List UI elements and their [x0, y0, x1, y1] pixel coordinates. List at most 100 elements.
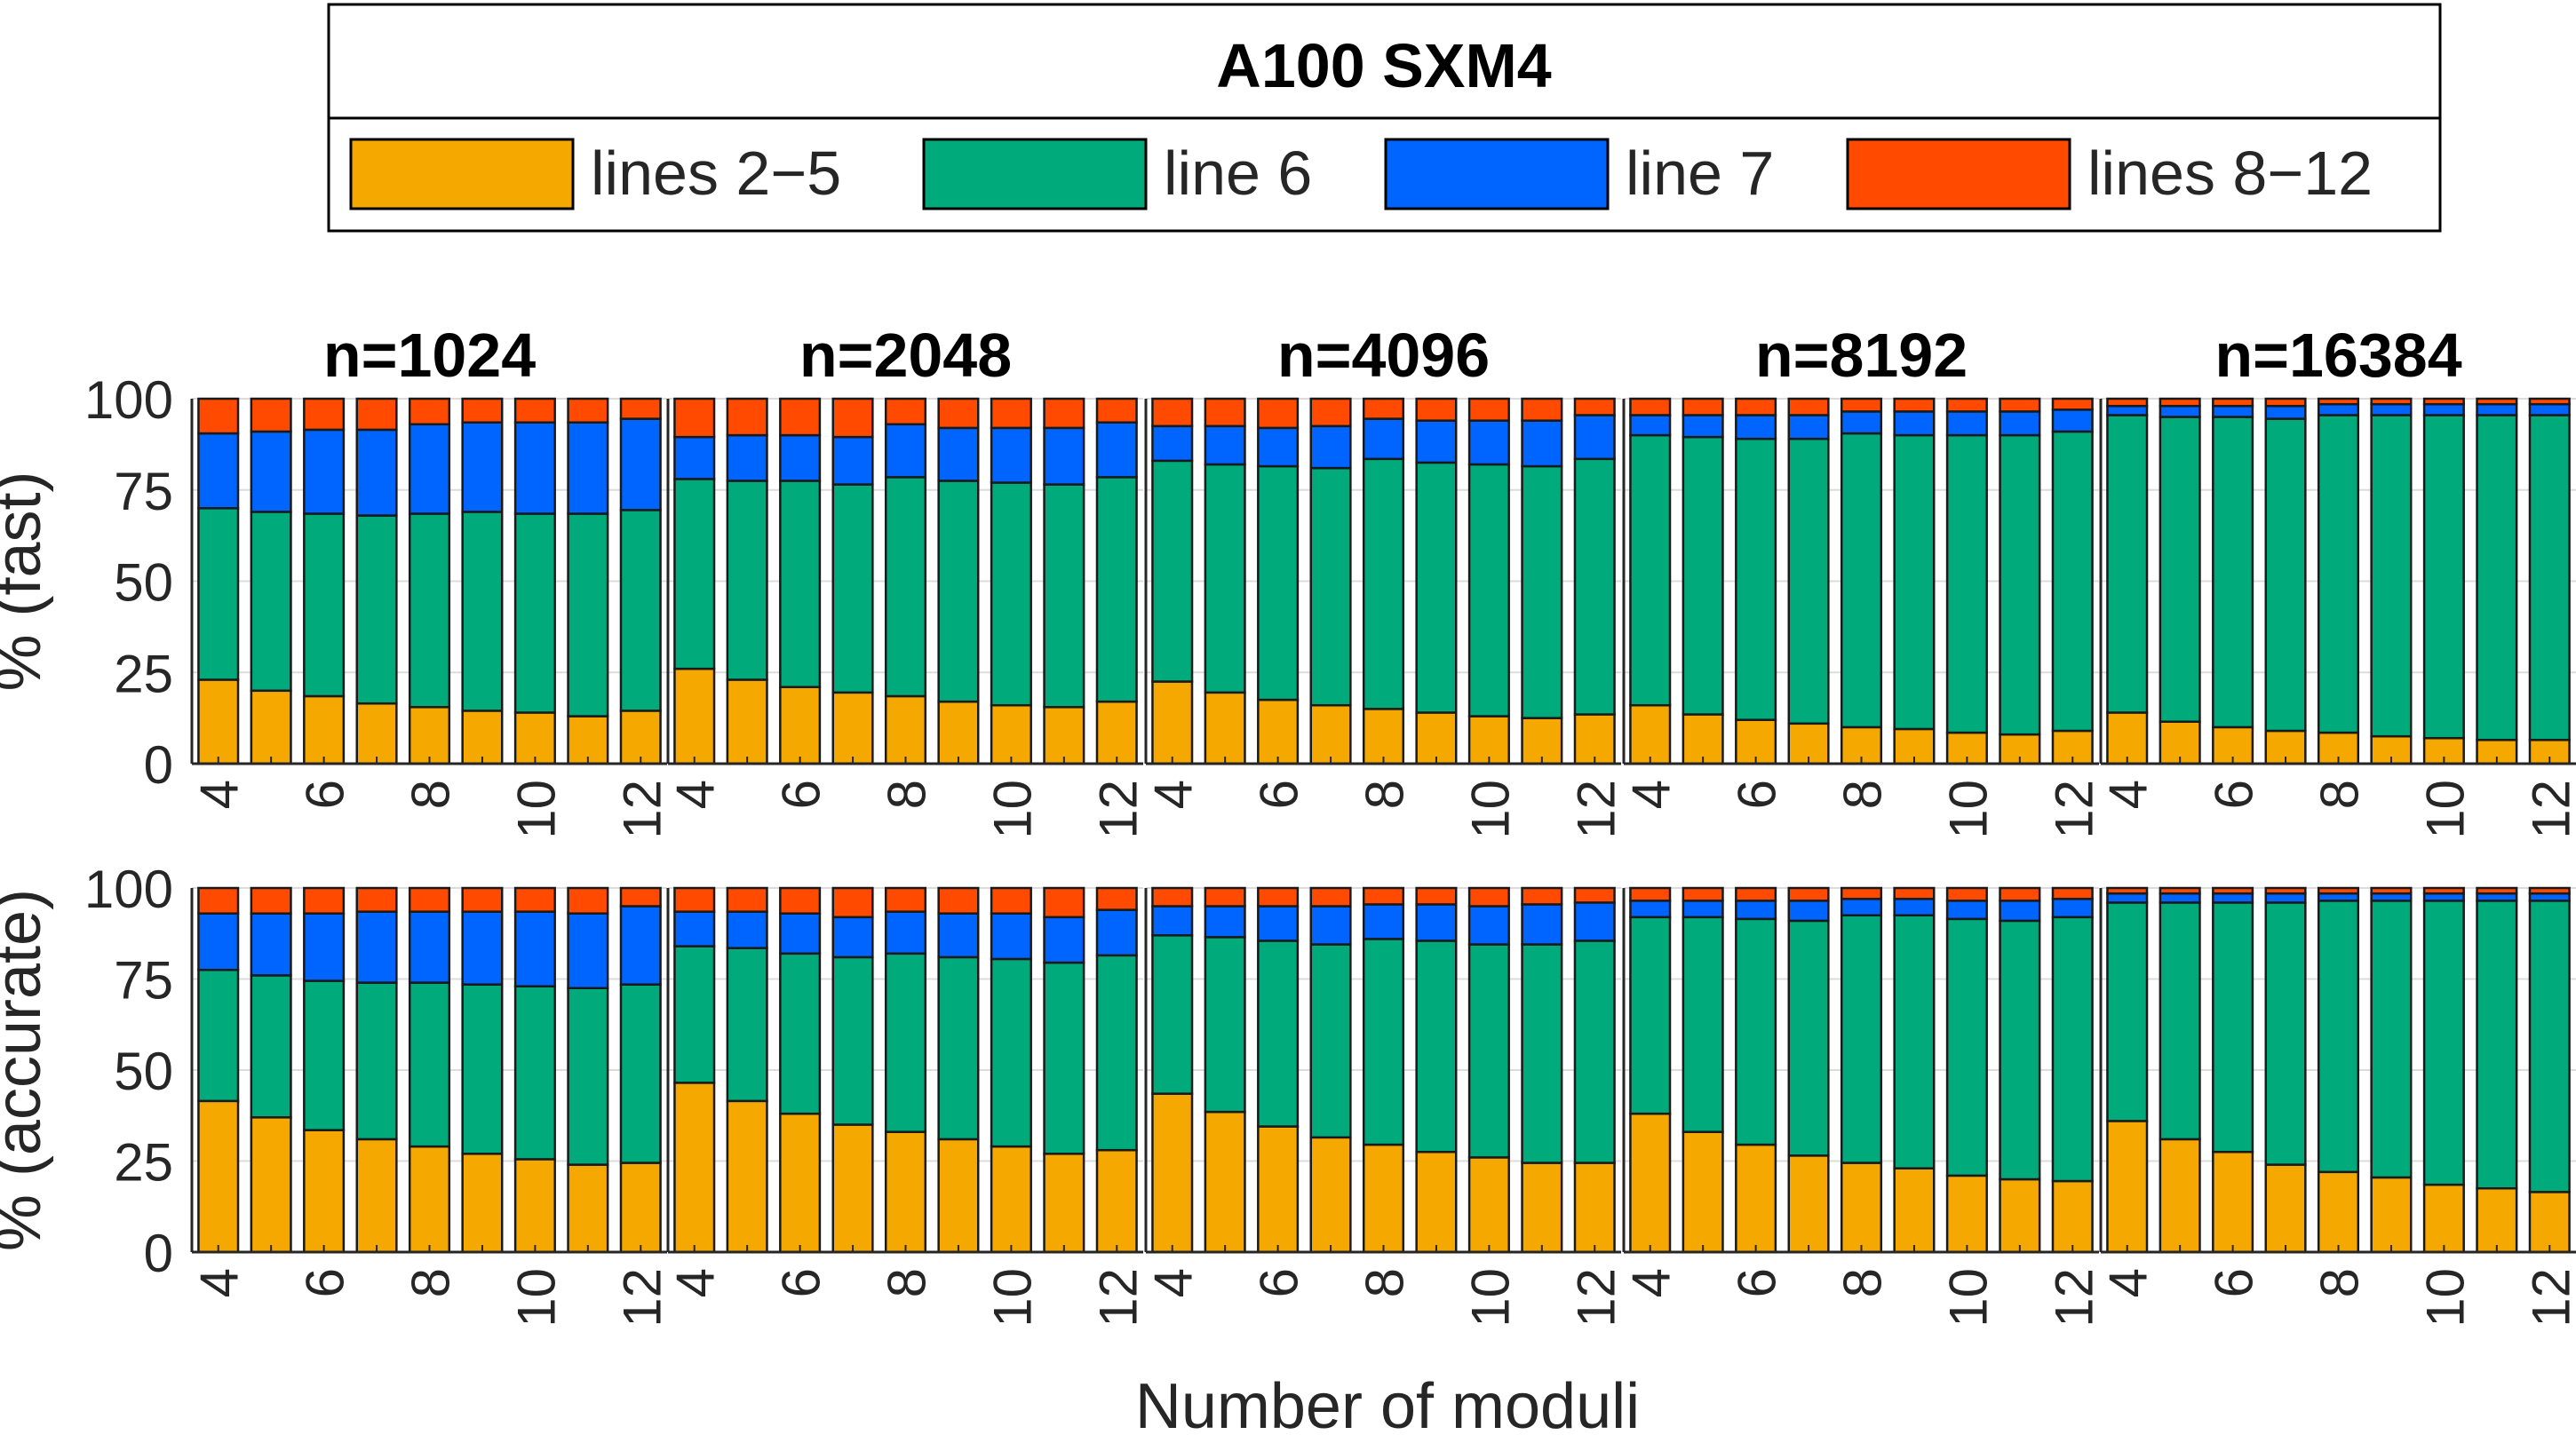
panel-r1-3: 4 6 8 10 12 n=4096: [1144, 321, 1626, 839]
bar-segment: [2476, 414, 2518, 741]
x-tick-label: 4: [666, 1268, 726, 1297]
bar-segment: [250, 430, 292, 513]
bar-segment: [726, 678, 768, 765]
bar-segment: [1787, 1154, 1830, 1254]
bar-segment: [567, 912, 609, 989]
bar-segment: [303, 912, 346, 982]
x-tick-label: 6: [772, 1268, 831, 1297]
bar-segment: [1467, 715, 1510, 765]
bar-segment: [1682, 435, 1724, 716]
bar-segment: [1257, 905, 1300, 942]
bar-segment: [2212, 1151, 2254, 1254]
bar-segment: [1309, 1136, 1352, 1254]
x-tick-label: 8: [878, 1268, 937, 1297]
bar-segment: [1204, 886, 1246, 908]
bar-segment: [461, 511, 504, 712]
bar-segment: [1682, 713, 1724, 765]
bar-segment: [2106, 404, 2149, 416]
legend-swatch-4: [1846, 138, 2071, 210]
x-tick-label: 8: [402, 780, 461, 809]
bar-segment: [673, 910, 716, 947]
bar-segment: [1945, 886, 1988, 902]
bar-segment: [2476, 402, 2518, 416]
bar-segment: [1095, 421, 1138, 479]
bar-segment: [1043, 886, 1085, 919]
bar-segment: [1467, 1156, 1510, 1254]
bar-segment: [1309, 466, 1352, 707]
x-tick-label: 6: [1728, 1268, 1787, 1297]
bar-segment: [1415, 397, 1458, 422]
bar-segment: [1521, 464, 1563, 719]
bar-segment: [1204, 397, 1246, 428]
x-tick-label: 12: [1566, 1268, 1626, 1328]
bar-segment: [2159, 901, 2201, 1141]
bar-segment: [779, 686, 822, 765]
x-tick-label: 4: [1144, 780, 1204, 809]
bar-segment: [1257, 886, 1300, 908]
x-tick-label: 4: [2099, 1268, 2159, 1297]
x-tick-label: 4: [1622, 780, 1682, 809]
bar-segment: [1151, 905, 1194, 937]
bar-segment: [303, 694, 346, 765]
bar-segment: [2264, 892, 2307, 904]
x-tick-label: 4: [190, 780, 250, 809]
bar-segment: [726, 910, 768, 949]
bar-segment: [461, 886, 504, 913]
bar-segment: [197, 507, 240, 681]
bar-segment: [461, 421, 504, 513]
bar-segment: [2370, 397, 2413, 406]
bar-segment: [2528, 397, 2571, 406]
bar-segment: [303, 512, 346, 698]
bar-segment: [673, 397, 716, 439]
bar-segment: [303, 979, 346, 1131]
bar-segment: [884, 1130, 927, 1254]
x-tick-label: 12: [612, 780, 672, 839]
bar-segment: [513, 512, 556, 714]
bar-segment: [2422, 886, 2465, 895]
bar-segment: [779, 433, 822, 482]
bar-segment: [937, 955, 980, 1141]
bar-segment: [990, 426, 1032, 484]
bar-segment: [2317, 397, 2360, 406]
panel-r2-2: 4 6 8 10 12: [666, 886, 1148, 1328]
bar-segment: [1415, 419, 1458, 464]
legend-label-3: line 7: [1626, 139, 1774, 208]
bar-segment: [2422, 900, 2465, 1186]
bar-segment: [1999, 886, 2041, 902]
x-tick-label: 10: [2415, 780, 2475, 839]
bar-segment: [355, 702, 398, 765]
bar-segment: [2106, 397, 2149, 408]
x-tick-label: 12: [1566, 780, 1626, 839]
y-tick-label: 75: [114, 951, 173, 1011]
bar-segment: [1151, 1092, 1194, 1254]
bar-segment: [408, 423, 451, 515]
x-tick-label: 10: [1938, 780, 1998, 839]
bar-segment: [1467, 419, 1510, 466]
bar-segment: [831, 691, 874, 765]
bar-segment: [1573, 414, 1616, 461]
x-tick-label: 12: [2521, 1268, 2576, 1328]
chart-title: A100 SXM4: [1216, 31, 1551, 100]
bar-segment: [1573, 397, 1616, 416]
bar-segment: [1309, 703, 1352, 765]
bar-segment: [1362, 417, 1405, 461]
x-tick-label: 6: [2205, 1268, 2264, 1297]
bar-segment: [2528, 886, 2571, 895]
y-tick-label: 0: [144, 1224, 173, 1283]
bar-segment: [990, 481, 1032, 707]
bar-segment: [1415, 903, 1458, 942]
panel-title: n=8192: [1755, 321, 1968, 390]
bar-segment: [2264, 417, 2307, 733]
panel-r2-5: 4 6 8 10 12: [2099, 886, 2576, 1328]
bar-segment: [1893, 433, 1936, 731]
bar-segment: [1573, 457, 1616, 716]
bar-segment: [408, 886, 451, 913]
panel-title: n=2048: [799, 321, 1012, 390]
bar-segment: [1151, 680, 1194, 765]
bar-segment: [937, 397, 980, 430]
bar-segment: [2264, 1163, 2307, 1254]
bar-segment: [250, 1116, 292, 1254]
bar-segment: [1735, 900, 1777, 921]
bar-segment: [619, 905, 662, 986]
x-tick-label: 12: [612, 1268, 672, 1328]
